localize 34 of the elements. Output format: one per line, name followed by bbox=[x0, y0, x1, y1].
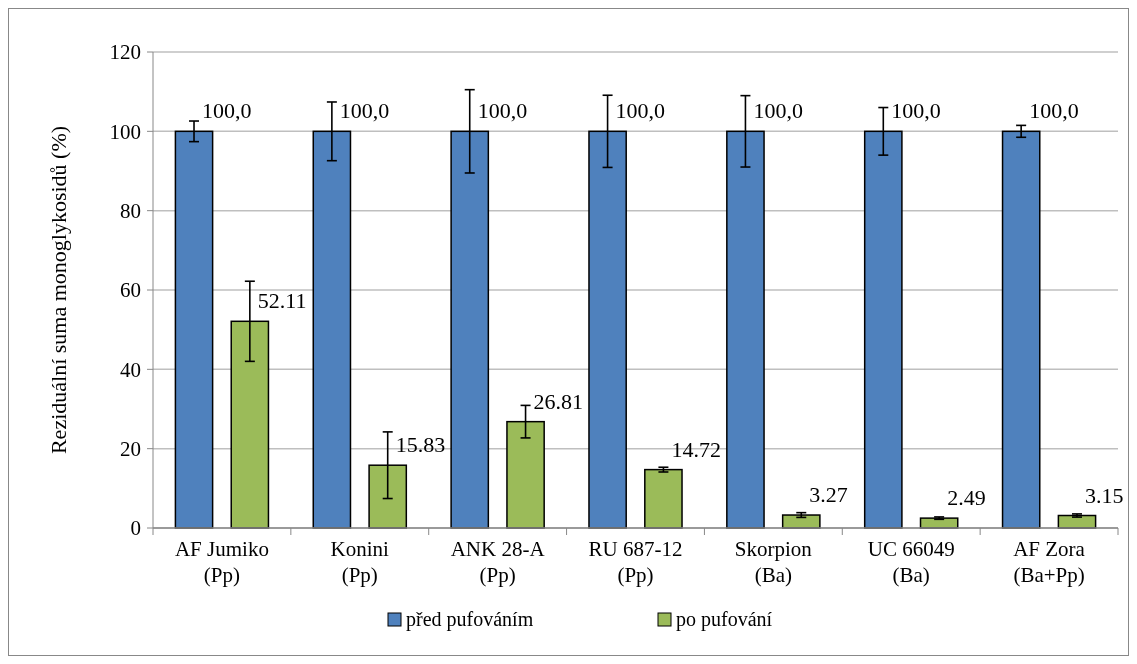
y-tick-label: 0 bbox=[130, 516, 141, 541]
x-tick-label: ANK 28-A (Pp) bbox=[450, 537, 546, 587]
y-tick-label: 80 bbox=[120, 199, 141, 224]
bar bbox=[644, 468, 683, 529]
x-tick-label: Konini (Pp) bbox=[330, 537, 390, 587]
data-label: 100,0 bbox=[202, 98, 252, 124]
y-tick-label: 60 bbox=[120, 278, 141, 303]
x-tick-label: RU 687-12 (Pp) bbox=[588, 537, 683, 587]
data-label: 52.11 bbox=[257, 288, 307, 314]
legend-label: po pufování bbox=[676, 608, 773, 631]
data-label: 3.27 bbox=[809, 482, 848, 508]
y-tick-label: 40 bbox=[120, 357, 141, 382]
legend-label: před pufováním bbox=[406, 608, 534, 631]
y-tick-label: 100 bbox=[109, 119, 141, 144]
data-label: 100,0 bbox=[477, 98, 528, 124]
data-label: 100,0 bbox=[753, 98, 803, 124]
bar bbox=[1001, 130, 1041, 529]
data-label: 14.72 bbox=[671, 436, 721, 462]
bar bbox=[781, 514, 821, 529]
data-label: 15.83 bbox=[395, 432, 446, 458]
data-label: 100,0 bbox=[615, 98, 666, 124]
data-label: 100,0 bbox=[891, 98, 941, 124]
data-label: 2.49 bbox=[947, 485, 986, 511]
y-axis-title: Reziduální suma monoglykosidů (%) bbox=[46, 125, 71, 455]
data-label: 3.15 bbox=[1084, 482, 1124, 508]
x-tick-label: AF Zora (Ba+Pp) bbox=[1013, 537, 1086, 587]
x-tick-label: Skorpion (Ba) bbox=[734, 537, 813, 587]
x-tick-label: UC 66049 (Ba) bbox=[867, 537, 955, 587]
data-label: 26.81 bbox=[533, 388, 584, 414]
data-label: 100,0 bbox=[339, 98, 390, 124]
x-tick-label: AF Jumiko (Pp) bbox=[174, 537, 269, 587]
data-label: 100,0 bbox=[1029, 98, 1079, 124]
y-tick-label: 120 bbox=[109, 40, 141, 65]
y-tick-label: 20 bbox=[120, 437, 141, 462]
